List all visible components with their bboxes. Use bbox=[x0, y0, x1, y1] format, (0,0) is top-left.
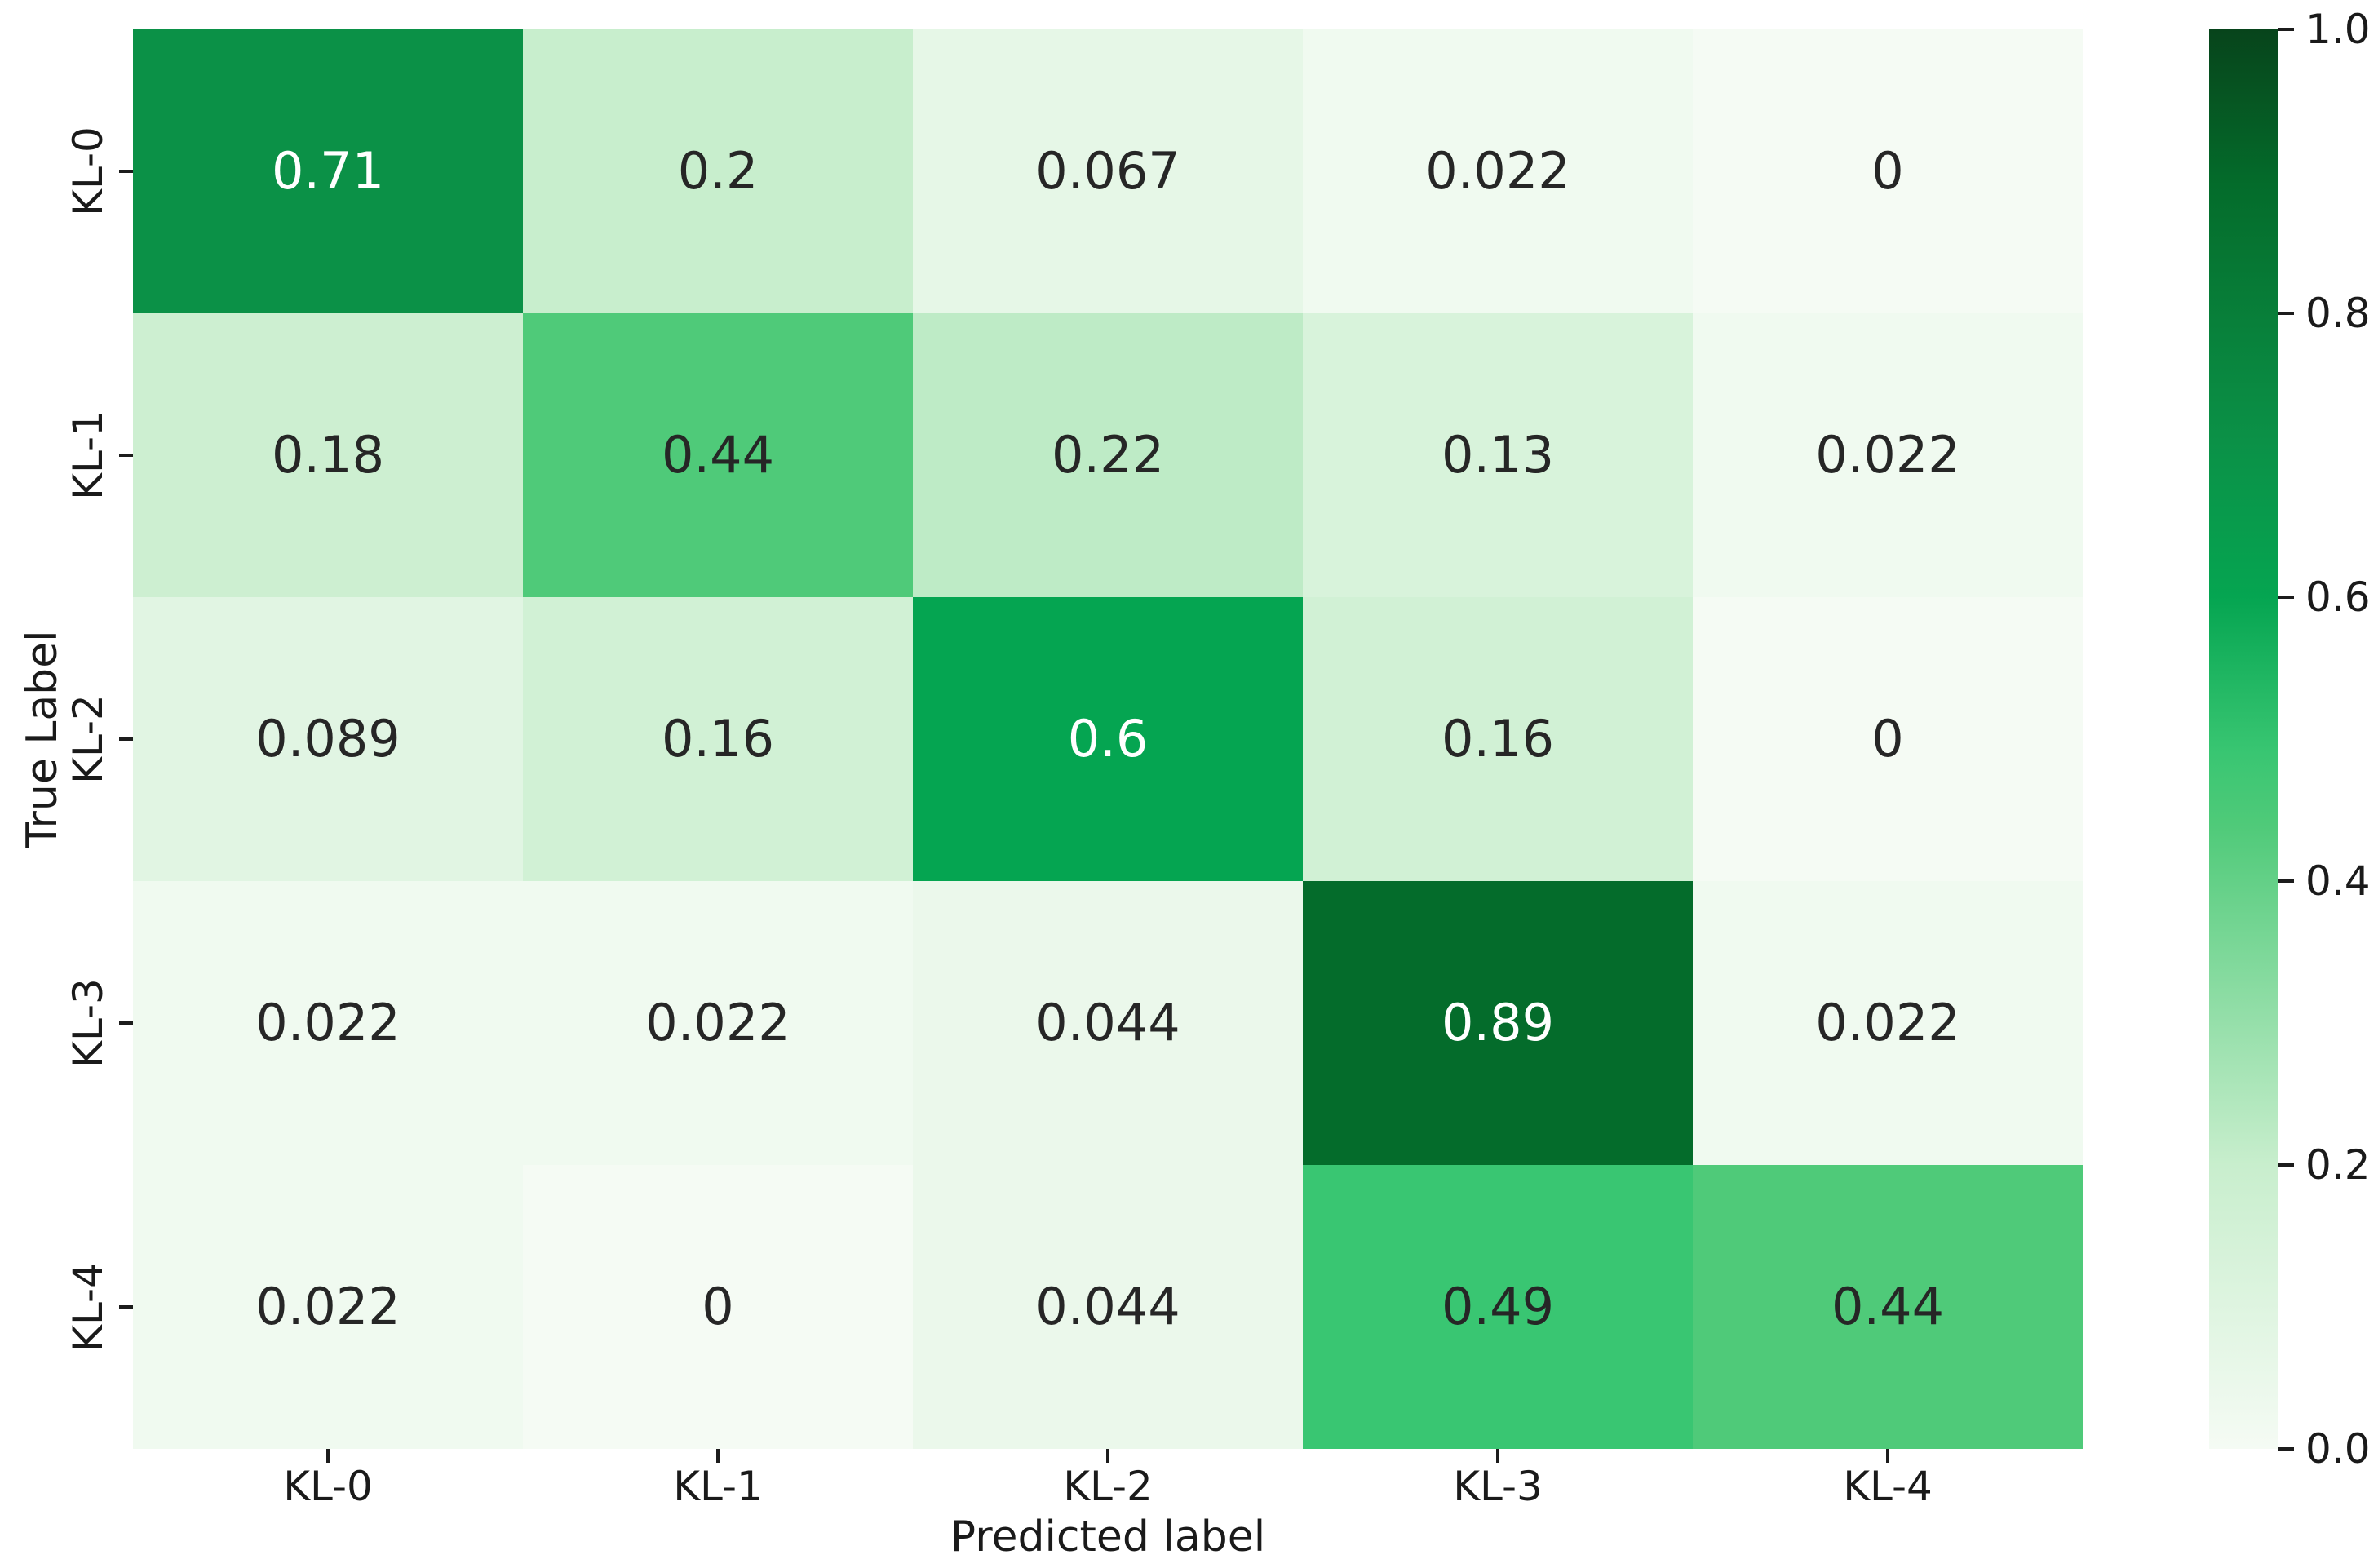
heatmap-cell: 0 bbox=[523, 1165, 913, 1449]
heatmap-cell: 0.49 bbox=[1303, 1165, 1693, 1449]
heatmap-cell: 0.022 bbox=[133, 881, 523, 1165]
colorbar-tick-mark bbox=[2278, 1163, 2294, 1167]
cell-value: 0.067 bbox=[1035, 141, 1180, 201]
y-tick-label: KL-2 bbox=[64, 694, 112, 784]
colorbar bbox=[2209, 29, 2278, 1449]
heatmap-cell: 0.022 bbox=[1303, 29, 1693, 313]
x-tick-label: KL-4 bbox=[1843, 1463, 1933, 1510]
cell-value: 0.022 bbox=[1815, 993, 1960, 1052]
y-tick-mark bbox=[119, 1305, 133, 1309]
cell-value: 0.6 bbox=[1067, 709, 1149, 768]
colorbar-tick-mark bbox=[2278, 1447, 2294, 1451]
y-tick-label: KL-3 bbox=[64, 978, 112, 1068]
cell-value: 0.16 bbox=[1441, 709, 1555, 768]
heatmap-cell: 0.022 bbox=[1693, 313, 2083, 597]
y-tick-mark bbox=[119, 737, 133, 741]
colorbar-tick-label: 1.0 bbox=[2305, 6, 2371, 53]
heatmap-cell: 0.089 bbox=[133, 597, 523, 881]
heatmap-cell: 0.44 bbox=[523, 313, 913, 597]
heatmap-cell: 0.22 bbox=[913, 313, 1303, 597]
heatmap-cell: 0.13 bbox=[1303, 313, 1693, 597]
cell-value: 0.022 bbox=[1815, 425, 1960, 485]
x-tick-mark bbox=[1886, 1449, 1889, 1463]
colorbar-tick-label: 0.4 bbox=[2305, 857, 2371, 905]
x-tick-mark bbox=[1496, 1449, 1499, 1463]
cell-value: 0.022 bbox=[255, 993, 401, 1052]
heatmap-cell: 0.2 bbox=[523, 29, 913, 313]
cell-value: 0.13 bbox=[1441, 425, 1555, 485]
heatmap-cell: 0 bbox=[1693, 29, 2083, 313]
y-tick-label: KL-4 bbox=[64, 1262, 112, 1352]
heatmap-cell: 0.71 bbox=[133, 29, 523, 313]
x-tick-label: KL-3 bbox=[1453, 1463, 1543, 1510]
x-tick-label: KL-2 bbox=[1063, 1463, 1153, 1510]
x-tick-mark bbox=[326, 1449, 330, 1463]
cell-value: 0.44 bbox=[661, 425, 775, 485]
cell-value: 0.18 bbox=[271, 425, 385, 485]
cell-value: 0.022 bbox=[645, 993, 790, 1052]
y-tick-mark bbox=[119, 454, 133, 457]
cell-value: 0.022 bbox=[1425, 141, 1570, 201]
colorbar-tick-mark bbox=[2278, 28, 2294, 31]
y-tick-mark bbox=[119, 1021, 133, 1025]
colorbar-tick-mark bbox=[2278, 879, 2294, 883]
cell-value: 0.089 bbox=[255, 709, 401, 768]
y-tick-mark bbox=[119, 170, 133, 173]
y-tick-label: KL-1 bbox=[64, 410, 112, 500]
heatmap-cell: 0.44 bbox=[1693, 1165, 2083, 1449]
heatmap-cell: 0.89 bbox=[1303, 881, 1693, 1165]
cell-value: 0.044 bbox=[1035, 993, 1180, 1052]
cell-value: 0.16 bbox=[661, 709, 775, 768]
colorbar-tick-label: 0.2 bbox=[2305, 1141, 2371, 1189]
cell-value: 0 bbox=[1871, 709, 1904, 768]
colorbar-tick-label: 0.0 bbox=[2305, 1425, 2371, 1473]
y-tick-label: KL-0 bbox=[64, 126, 112, 216]
heatmap-cell: 0.022 bbox=[1693, 881, 2083, 1165]
heatmap-grid: 0.71 0.2 0.067 0.022 0 0.18 0.44 0.22 0.13 0.022 0… bbox=[133, 29, 2083, 1449]
colorbar-tick-mark bbox=[2278, 596, 2294, 599]
heatmap-cell: 0.022 bbox=[133, 1165, 523, 1449]
cell-value: 0.22 bbox=[1051, 425, 1165, 485]
heatmap-cell: 0.022 bbox=[523, 881, 913, 1165]
heatmap-cell: 0.16 bbox=[523, 597, 913, 881]
cell-value: 0.022 bbox=[255, 1277, 401, 1336]
cell-value: 0 bbox=[1871, 141, 1904, 201]
heatmap-cell: 0.6 bbox=[913, 597, 1303, 881]
heatmap-cell: 0.044 bbox=[913, 881, 1303, 1165]
colorbar-tick-label: 0.6 bbox=[2305, 574, 2371, 621]
cell-value: 0.89 bbox=[1441, 993, 1555, 1052]
colorbar-tick-label: 0.8 bbox=[2305, 290, 2371, 337]
cell-value: 0.2 bbox=[677, 141, 759, 201]
cell-value: 0.49 bbox=[1441, 1277, 1555, 1336]
heatmap-cell: 0.16 bbox=[1303, 597, 1693, 881]
cell-value: 0 bbox=[702, 1277, 734, 1336]
cell-value: 0.44 bbox=[1831, 1277, 1945, 1336]
cell-value: 0.044 bbox=[1035, 1277, 1180, 1336]
colorbar-tick-mark bbox=[2278, 312, 2294, 315]
x-tick-label: KL-1 bbox=[673, 1463, 763, 1510]
x-tick-label: KL-0 bbox=[283, 1463, 373, 1510]
x-tick-mark bbox=[1106, 1449, 1109, 1463]
heatmap-cell: 0.044 bbox=[913, 1165, 1303, 1449]
heatmap-cell: 0 bbox=[1693, 597, 2083, 881]
heatmap-cell: 0.18 bbox=[133, 313, 523, 597]
heatmap-cell: 0.067 bbox=[913, 29, 1303, 313]
x-axis-label: Predicted label bbox=[950, 1513, 1266, 1561]
cell-value: 0.71 bbox=[271, 141, 385, 201]
y-axis-label: True Label bbox=[18, 630, 67, 848]
x-tick-mark bbox=[716, 1449, 720, 1463]
